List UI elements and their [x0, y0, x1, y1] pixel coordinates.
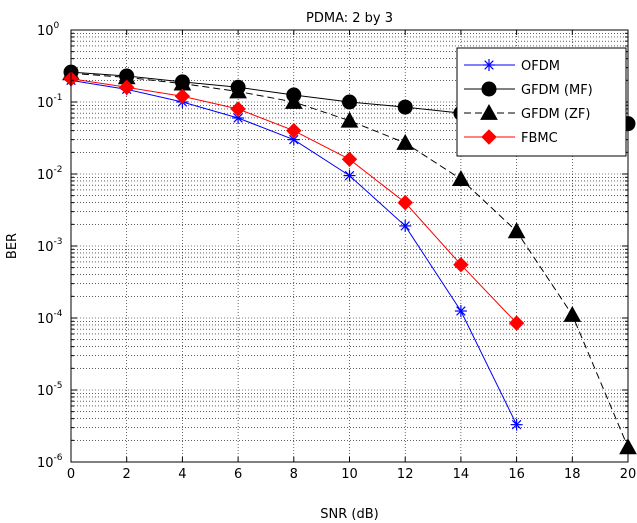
data-point-ofdm	[399, 219, 412, 232]
x-tick-label: 16	[508, 467, 525, 482]
x-tick-label: 8	[290, 467, 298, 482]
data-point-fbmc	[508, 315, 525, 331]
data-point-gfdm-zf	[284, 92, 303, 109]
x-tick-label: 0	[67, 467, 75, 482]
y-tick-label: 10-3	[37, 237, 63, 255]
series-line-gfdm-zf	[70, 72, 629, 448]
legend-marker-gfdm-zf	[480, 103, 498, 120]
ticks: 0 2 4 6 8 10 12 14 16 18 20 100 10-1 10-2 10-3 10-4 10-5…	[37, 21, 636, 482]
x-tick-label: 4	[178, 467, 186, 482]
data-point-gfdm-zf	[452, 170, 470, 186]
legend-label-ofdm: OFDM	[521, 59, 560, 74]
data-point-ofdm	[454, 305, 467, 318]
series-fbmc	[63, 71, 525, 331]
data-point-gfdm-zf	[563, 305, 582, 322]
data-point-fbmc	[286, 122, 302, 139]
data-point-fbmc	[118, 79, 135, 96]
data-point-gfdm-zf	[396, 133, 415, 150]
x-tick-label: 18	[564, 467, 581, 482]
y-tick-label: 100	[37, 21, 60, 39]
y-tick-label: 10-5	[37, 381, 63, 399]
y-tick-label: 10-2	[37, 165, 63, 183]
data-point-ofdm	[343, 169, 356, 182]
data-point-gfdm-zf	[340, 111, 359, 128]
data-point-gfdm-mf	[342, 94, 357, 110]
x-tick-label: 20	[620, 467, 637, 482]
x-axis-label: SNR (dB)	[320, 507, 378, 522]
data-point-gfdm-zf	[507, 222, 526, 239]
data-point-gfdm-zf	[229, 82, 247, 99]
y-axis-label: BER	[5, 233, 20, 259]
x-tick-label: 12	[397, 467, 414, 482]
y-tick-label: 10-4	[37, 309, 63, 327]
data-point-fbmc	[341, 151, 358, 168]
data-point-fbmc	[174, 88, 191, 105]
x-tick-label: 2	[123, 467, 131, 482]
y-tick-label: 10-1	[37, 93, 63, 111]
data-point-ofdm	[510, 418, 523, 431]
legend-marker-fbmc	[481, 129, 497, 145]
legend-label-gfdm-mf: GFDM (MF)	[521, 83, 593, 98]
x-tick-label: 14	[453, 467, 470, 482]
chart-title: PDMA: 2 by 3	[306, 11, 393, 26]
x-tick-label: 6	[234, 467, 242, 482]
data-point-fbmc	[230, 101, 246, 117]
legend: OFDM GFDM (MF) GFDM (ZF) FBMC	[456, 47, 627, 157]
x-tick-label: 10	[341, 467, 358, 482]
data-point-fbmc	[397, 194, 413, 211]
legend-label-gfdm-zf: GFDM (ZF)	[521, 107, 590, 122]
legend-marker-ofdm	[483, 59, 495, 71]
y-tick-label: 10-6	[37, 453, 63, 471]
legend-marker-gfdm-mf	[481, 81, 497, 97]
data-point-fbmc	[453, 256, 469, 273]
data-point-gfdm-mf	[397, 99, 413, 115]
legend-label-fbmc: FBMC	[521, 131, 558, 146]
